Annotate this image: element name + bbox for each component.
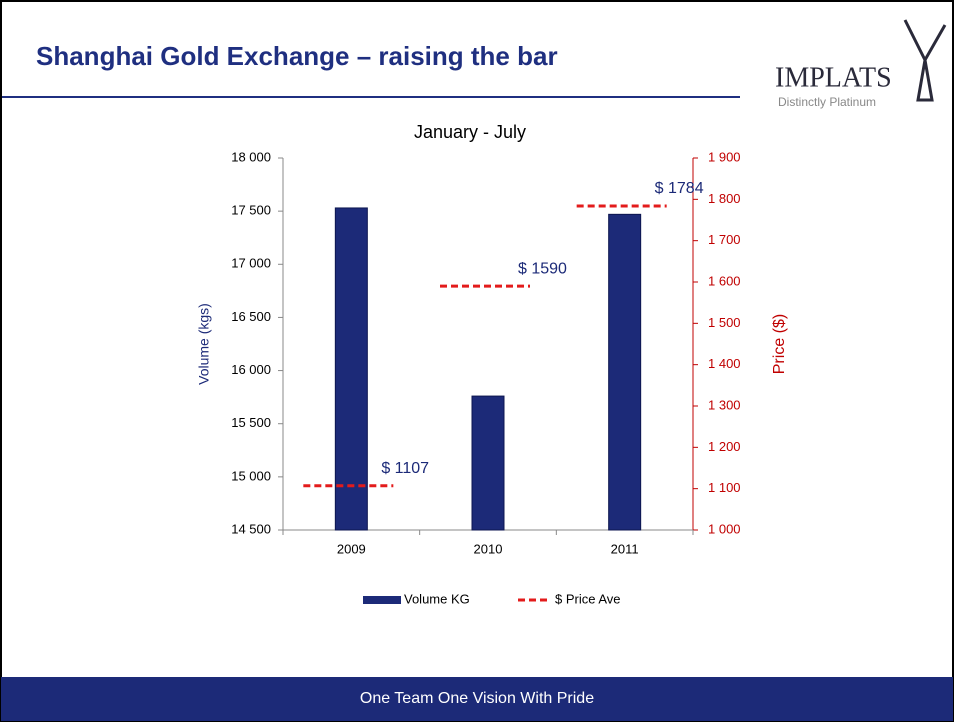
- legend-swatch: [363, 596, 401, 604]
- bar: [334, 207, 368, 531]
- y2-tick-label: 1 000: [708, 521, 741, 536]
- y2-axis-label: Price ($): [771, 314, 788, 374]
- logo-tagline: Distinctly Platinum: [778, 95, 876, 109]
- y2-tick-label: 1 800: [708, 191, 741, 206]
- y-tick-label: 15 000: [231, 468, 271, 483]
- bar: [471, 395, 505, 531]
- footer-band: [1, 677, 953, 721]
- y2-tick-label: 1 700: [708, 232, 741, 247]
- price-label: $ 1107: [381, 460, 429, 477]
- y-tick-label: 16 500: [231, 309, 271, 324]
- logo-name: IMPLATS: [775, 62, 892, 93]
- x-tick-label: 2009: [337, 541, 366, 556]
- x-tick-label: 2010: [474, 541, 503, 556]
- legend-label: Volume KG: [404, 591, 470, 606]
- y2-tick-label: 1 900: [708, 149, 741, 164]
- y2-tick-label: 1 600: [708, 273, 741, 288]
- legend-label: $ Price Ave: [555, 591, 621, 606]
- y-axis-label: Volume (kgs): [196, 303, 212, 385]
- y-tick-label: 14 500: [231, 521, 271, 536]
- y-tick-label: 17 500: [231, 203, 271, 218]
- footer-text: One Team One Vision With Pride: [360, 690, 594, 707]
- x-tick-label: 2011: [611, 541, 639, 556]
- y2-tick-label: 1 300: [708, 397, 741, 412]
- price-label: $ 1784: [655, 180, 704, 197]
- y2-tick-label: 1 400: [708, 356, 741, 371]
- bar: [608, 213, 642, 531]
- chart-title: January - July: [414, 122, 526, 142]
- y-tick-label: 15 500: [231, 415, 271, 430]
- slide-title: Shanghai Gold Exchange – raising the bar: [36, 41, 558, 71]
- y-tick-label: 16 000: [231, 362, 271, 377]
- y-tick-label: 17 000: [231, 256, 271, 271]
- y2-tick-label: 1 500: [708, 315, 741, 330]
- y-tick-label: 18 000: [231, 149, 271, 164]
- logo-icon: [903, 19, 947, 102]
- y2-tick-label: 1 200: [708, 439, 741, 454]
- y2-tick-label: 1 100: [708, 480, 741, 495]
- price-label: $ 1590: [518, 260, 567, 277]
